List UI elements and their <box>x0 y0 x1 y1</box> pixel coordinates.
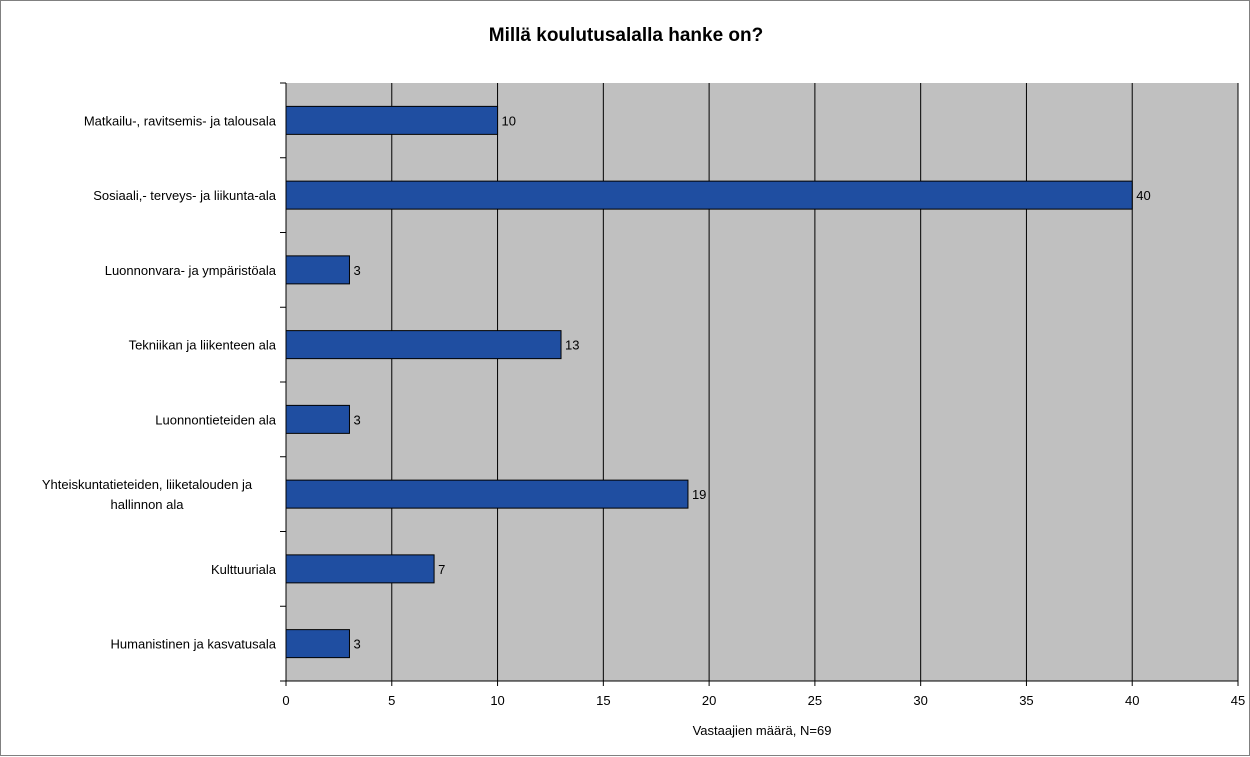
bar <box>285 404 350 434</box>
x-axis-title: Vastaajien määrä, N=69 <box>693 723 832 738</box>
bar-value-label: 10 <box>502 113 516 128</box>
bar-value-label: 40 <box>1136 188 1150 203</box>
category-label: Sosiaali,- terveys- ja liikunta-ala <box>93 188 277 203</box>
bar <box>285 180 1133 210</box>
bars <box>285 105 1133 659</box>
x-tick-label: 30 <box>913 693 927 708</box>
x-tick-label: 25 <box>808 693 822 708</box>
category-label: Humanistinen ja kasvatusala <box>111 637 277 652</box>
x-tick-label: 20 <box>702 693 716 708</box>
x-tick-label: 40 <box>1125 693 1139 708</box>
x-tick-label: 35 <box>1019 693 1033 708</box>
category-label: Kulttuuriala <box>211 562 277 577</box>
category-label: Matkailu-, ravitsemis- ja talousala <box>84 113 277 128</box>
bar <box>285 554 435 584</box>
plot-area <box>286 83 1238 681</box>
x-tick-label: 10 <box>490 693 504 708</box>
bar <box>285 629 350 659</box>
bar-value-label: 3 <box>353 412 360 427</box>
bar-value-label: 7 <box>438 562 445 577</box>
category-label: Yhteiskuntatieteiden, liiketalouden ja <box>42 477 253 492</box>
category-label: Luonnontieteiden ala <box>155 412 276 427</box>
x-tick-label: 5 <box>388 693 395 708</box>
bar-value-label: 19 <box>692 487 706 502</box>
bar-value-label: 3 <box>353 263 360 278</box>
x-tick-label: 0 <box>282 693 289 708</box>
category-label: Tekniikan ja liikenteen ala <box>129 338 277 353</box>
bar <box>285 255 350 285</box>
bar <box>285 479 689 509</box>
bar-value-label: 13 <box>565 338 579 353</box>
category-label: Luonnonvara- ja ympäristöala <box>105 263 277 278</box>
labels: 0 5 10 15 20 25 30 35 40 45 10 Matkailu-, ravitsemi… <box>42 113 1245 708</box>
bar-value-label: 3 <box>353 637 360 652</box>
chart-title: Millä koulutusalalla hanke on? <box>489 25 764 46</box>
category-label: hallinnon ala <box>110 497 184 512</box>
x-tick-label: 45 <box>1231 693 1245 708</box>
bar <box>285 105 499 135</box>
x-tick-label: 15 <box>596 693 610 708</box>
bar <box>285 330 562 360</box>
